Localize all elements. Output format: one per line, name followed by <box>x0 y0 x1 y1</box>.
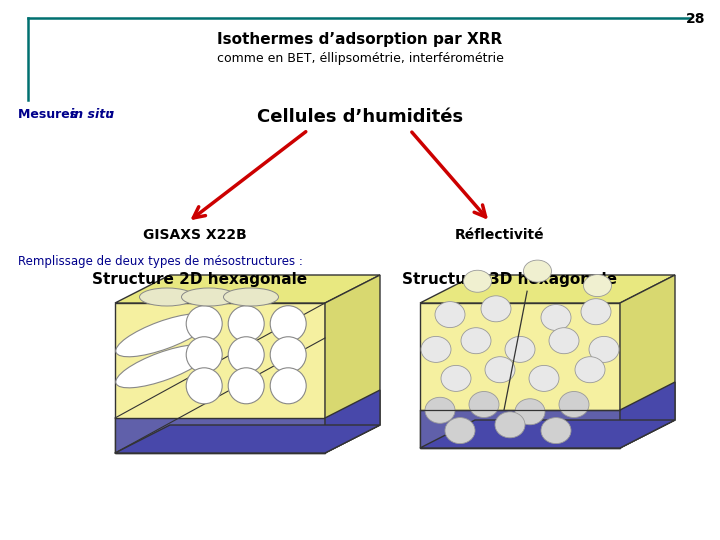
Text: Mesures: Mesures <box>18 108 81 121</box>
Ellipse shape <box>461 328 491 354</box>
Ellipse shape <box>505 336 535 362</box>
Ellipse shape <box>116 314 210 357</box>
Text: :: : <box>104 108 113 121</box>
Ellipse shape <box>228 368 264 404</box>
Polygon shape <box>115 275 380 303</box>
Polygon shape <box>420 420 675 448</box>
Polygon shape <box>115 425 380 453</box>
Ellipse shape <box>523 260 552 282</box>
Text: Structure 3D hexagonale: Structure 3D hexagonale <box>402 272 618 287</box>
Polygon shape <box>115 303 325 453</box>
Ellipse shape <box>541 305 571 330</box>
Ellipse shape <box>581 299 611 325</box>
Ellipse shape <box>228 306 264 342</box>
Ellipse shape <box>559 392 589 417</box>
Ellipse shape <box>445 417 475 443</box>
Ellipse shape <box>529 366 559 392</box>
Ellipse shape <box>549 328 579 354</box>
Polygon shape <box>325 275 380 453</box>
Ellipse shape <box>583 275 611 296</box>
Ellipse shape <box>421 336 451 362</box>
Ellipse shape <box>541 417 571 443</box>
Ellipse shape <box>186 337 222 373</box>
Ellipse shape <box>515 399 545 425</box>
Ellipse shape <box>469 392 499 417</box>
Ellipse shape <box>223 288 279 306</box>
Polygon shape <box>420 410 620 448</box>
Ellipse shape <box>425 397 455 423</box>
Ellipse shape <box>270 368 306 404</box>
Ellipse shape <box>186 306 222 342</box>
Text: GISAXS X22B: GISAXS X22B <box>143 228 247 242</box>
Ellipse shape <box>575 357 605 383</box>
Polygon shape <box>115 418 325 453</box>
Ellipse shape <box>228 337 264 373</box>
Ellipse shape <box>270 306 306 342</box>
Ellipse shape <box>140 288 194 306</box>
Polygon shape <box>420 303 620 448</box>
Ellipse shape <box>186 368 222 404</box>
Ellipse shape <box>481 296 511 322</box>
Ellipse shape <box>441 366 471 392</box>
Text: Isothermes d’adsorption par XRR: Isothermes d’adsorption par XRR <box>217 32 503 47</box>
Ellipse shape <box>589 336 619 362</box>
Polygon shape <box>620 382 675 448</box>
Polygon shape <box>620 275 675 448</box>
Text: in situ: in situ <box>70 108 114 121</box>
Ellipse shape <box>116 345 210 388</box>
Text: comme en BET, éllipsométrie, interférométrie: comme en BET, éllipsométrie, interféromé… <box>217 52 503 65</box>
Text: Structure 2D hexagonale: Structure 2D hexagonale <box>92 272 307 287</box>
Ellipse shape <box>435 302 465 328</box>
Text: Cellules d’humidités: Cellules d’humidités <box>257 108 463 126</box>
Ellipse shape <box>495 412 525 438</box>
Text: 28: 28 <box>685 12 705 26</box>
Ellipse shape <box>485 357 515 383</box>
Text: Remplissage de deux types de mésostructures :: Remplissage de deux types de mésostructu… <box>18 255 303 268</box>
Ellipse shape <box>181 288 236 306</box>
Polygon shape <box>325 390 380 453</box>
Ellipse shape <box>464 270 492 292</box>
Polygon shape <box>420 275 675 303</box>
Text: Réflectivité: Réflectivité <box>455 228 545 242</box>
Ellipse shape <box>270 337 306 373</box>
